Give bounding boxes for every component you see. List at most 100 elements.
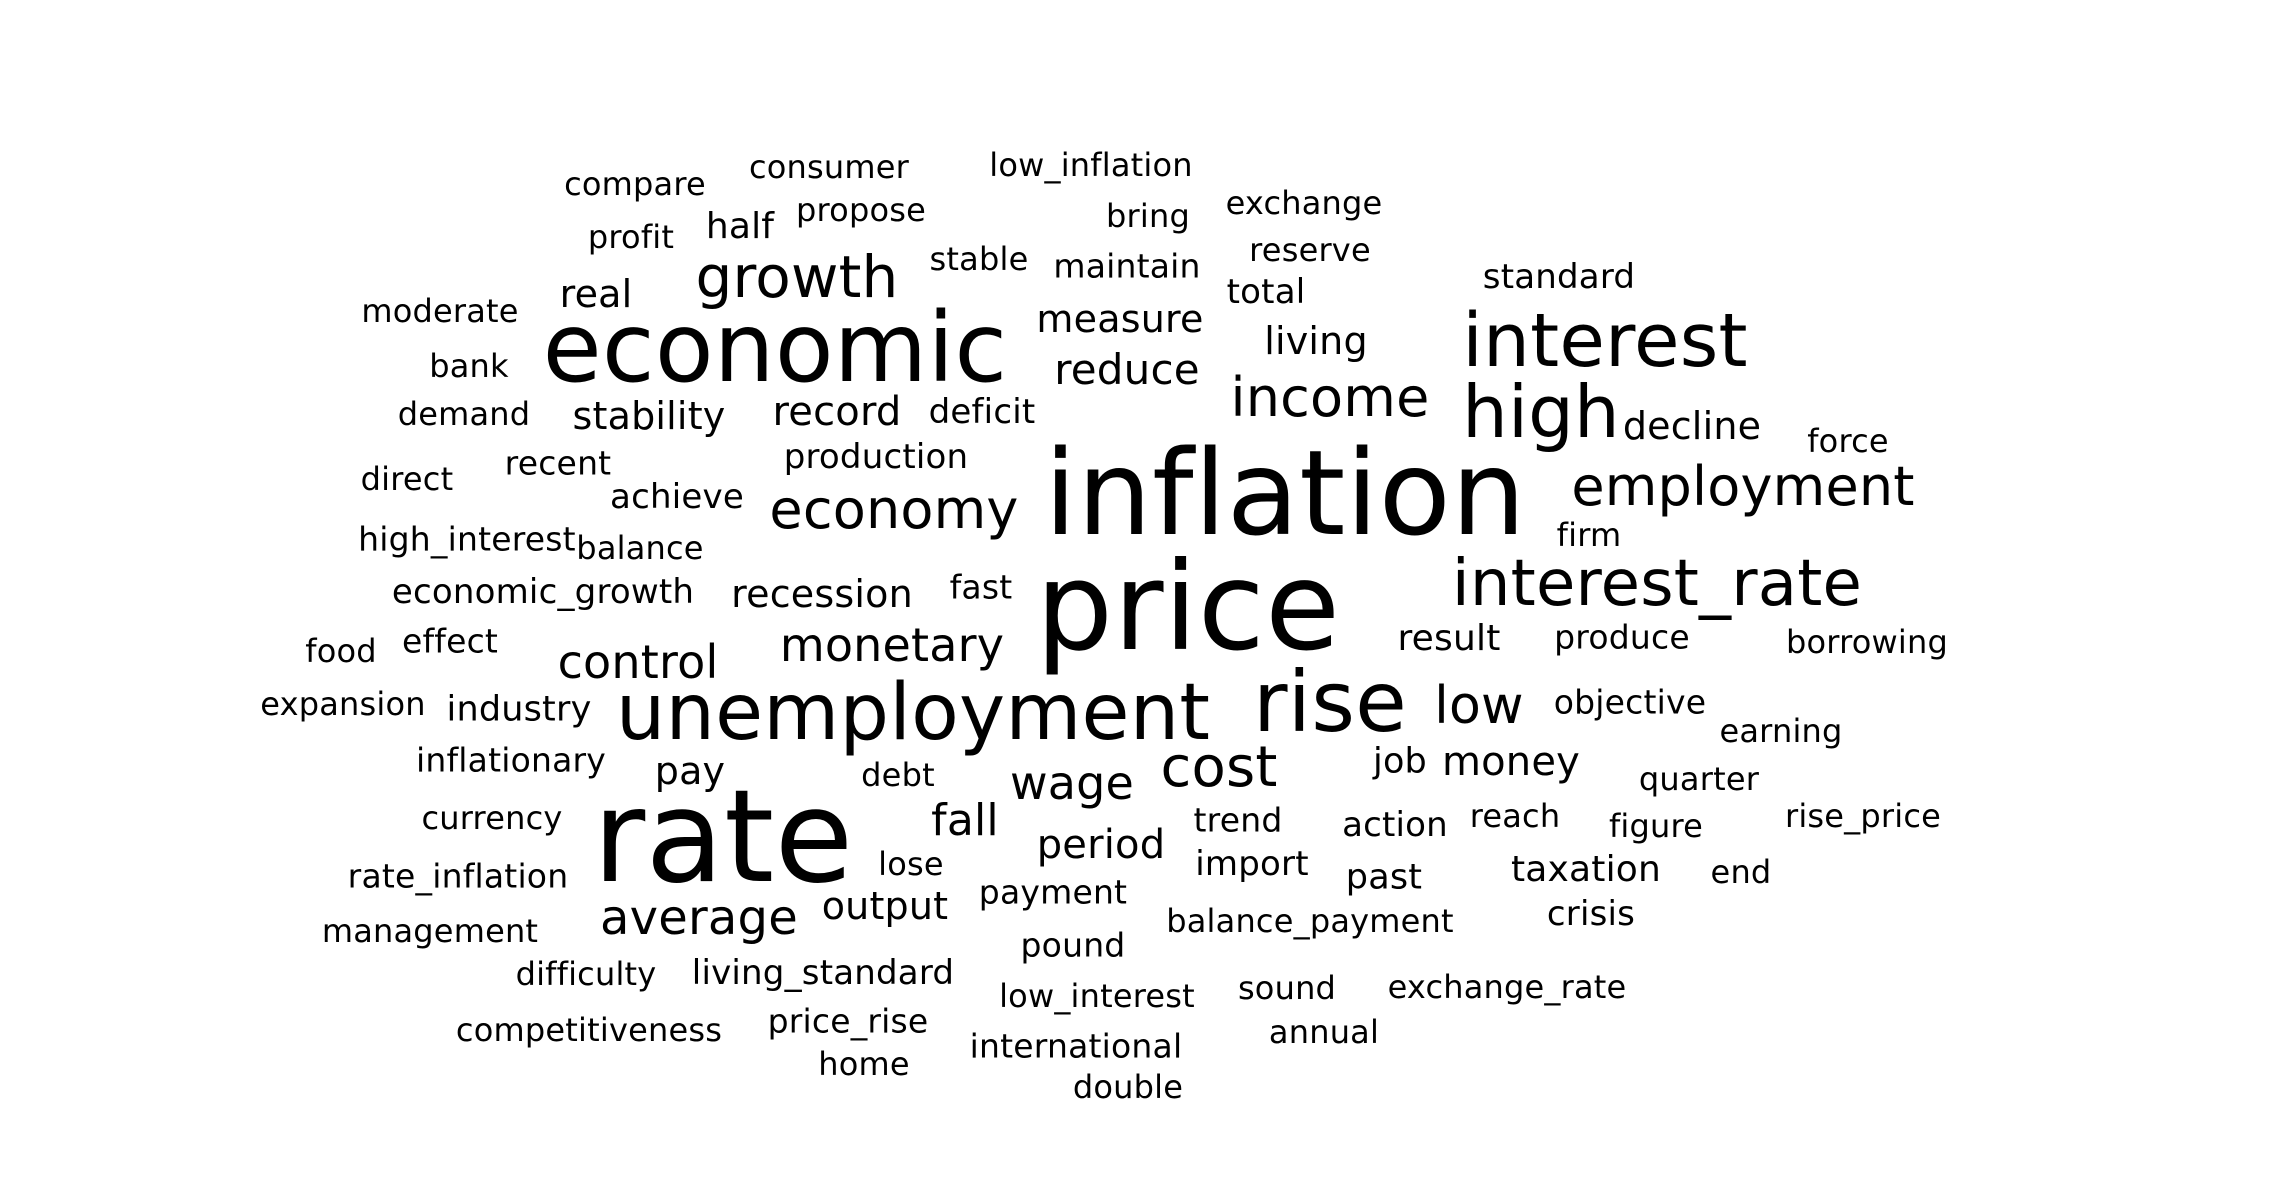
word-output: output [821, 884, 949, 928]
word-competitiveness: competitiveness [455, 1011, 723, 1049]
word-economic: economic [542, 292, 1008, 404]
word-action: action [1342, 805, 1448, 845]
word-figure: figure [1608, 807, 1704, 845]
word-price: price [1035, 536, 1341, 678]
word-management: management [321, 912, 539, 950]
word-exchange_rate: exchange_rate [1387, 968, 1627, 1006]
word-lose: lose [878, 845, 944, 883]
word-borrowing: borrowing [1786, 623, 1948, 661]
word-reduce: reduce [1054, 345, 1200, 394]
word-profit: profit [587, 218, 675, 256]
word-low: low [1434, 676, 1524, 736]
word-decline: decline [1622, 404, 1762, 448]
word-control: control [557, 635, 719, 689]
word-currency: currency [421, 799, 563, 837]
word-direct: direct [360, 460, 454, 498]
word-effect: effect [401, 621, 499, 661]
word-recession: recession [731, 572, 913, 616]
word-inflation: inflation [1043, 424, 1527, 562]
word-bring: bring [1106, 197, 1190, 235]
word-double: double [1072, 1068, 1184, 1106]
word-recent: recent [504, 443, 612, 483]
word-unemployment: unemployment [615, 668, 1211, 758]
word-period: period [1036, 822, 1166, 868]
word-end: end [1710, 853, 1772, 891]
word-crisis: crisis [1546, 894, 1636, 934]
word-economic_growth: economic_growth [391, 572, 695, 612]
word-industry: industry [446, 689, 592, 730]
word-record: record [772, 389, 902, 435]
word-food: food [305, 632, 377, 670]
word-living_standard: living_standard [691, 953, 955, 993]
word-result: result [1397, 618, 1501, 659]
word-international: international [969, 1026, 1183, 1066]
word-sound: sound [1237, 969, 1337, 1007]
word-balance: balance [576, 529, 704, 567]
word-total: total [1226, 272, 1306, 312]
word-reserve: reserve [1249, 231, 1371, 269]
word-trend: trend [1193, 800, 1283, 840]
word-expansion: expansion [260, 685, 426, 723]
word-average: average [600, 890, 798, 946]
word-balance_payment: balance_payment [1166, 902, 1454, 940]
word-fall: fall [931, 795, 999, 846]
word-interest_rate: interest_rate [1451, 547, 1863, 621]
word-achieve: achieve [610, 477, 744, 517]
word-pay: pay [654, 749, 726, 793]
word-objective: objective [1553, 682, 1707, 722]
word-import: import [1195, 844, 1309, 884]
word-home: home [818, 1045, 910, 1083]
word-earning: earning [1719, 712, 1843, 750]
word-deficit: deficit [928, 392, 1036, 432]
word-high_interest: high_interest [358, 519, 576, 559]
word-debt: debt [861, 756, 935, 794]
word-production: production [783, 437, 969, 477]
word-annual: annual [1268, 1013, 1380, 1051]
word-fast: fast [949, 567, 1013, 607]
word-bank: bank [429, 347, 509, 385]
word-wage: wage [1009, 756, 1135, 810]
word-force: force [1807, 422, 1889, 460]
word-past: past [1345, 857, 1423, 898]
word-half: half [705, 206, 775, 247]
word-rate_inflation: rate_inflation [347, 856, 569, 896]
word-measure: measure [1036, 297, 1204, 341]
word-income: income [1230, 366, 1430, 429]
word-payment: payment [978, 872, 1128, 912]
word-rate: rate [592, 763, 854, 912]
word-stable: stable [929, 240, 1029, 278]
word-consumer: consumer [748, 148, 910, 186]
word-rise_price: rise_price [1784, 797, 1942, 835]
word-compare: compare [564, 165, 706, 203]
word-reach: reach [1469, 797, 1561, 835]
word-living: living [1264, 319, 1368, 363]
word-growth: growth [695, 243, 899, 311]
word-job: job [1373, 741, 1427, 782]
word-interest: interest [1462, 298, 1748, 384]
word-rise: rise [1252, 653, 1408, 751]
word-firm: firm [1556, 516, 1622, 554]
word-monetary: monetary [779, 618, 1005, 672]
word-price_rise: price_rise [767, 1001, 929, 1041]
word-maintain: maintain [1053, 246, 1201, 286]
word-moderate: moderate [361, 292, 519, 330]
word-pound: pound [1020, 925, 1126, 965]
word-produce: produce [1554, 617, 1690, 657]
word-real: real [559, 272, 633, 316]
word-standard: standard [1482, 257, 1636, 297]
word-propose: propose [796, 191, 926, 229]
word-taxation: taxation [1510, 849, 1662, 890]
word-low_inflation: low_inflation [989, 146, 1193, 184]
word-quarter: quarter [1638, 760, 1760, 798]
word-economy: economy [769, 478, 1019, 541]
word-inflationary: inflationary [415, 740, 607, 780]
word-money: money [1441, 739, 1581, 785]
word-stability: stability [572, 394, 726, 438]
word-cost: cost [1160, 735, 1278, 800]
word-low_interest: low_interest [999, 977, 1195, 1015]
word-high: high [1462, 370, 1620, 454]
word-exchange: exchange [1225, 184, 1383, 222]
word-difficulty: difficulty [515, 955, 657, 993]
word-employment: employment [1571, 455, 1915, 518]
